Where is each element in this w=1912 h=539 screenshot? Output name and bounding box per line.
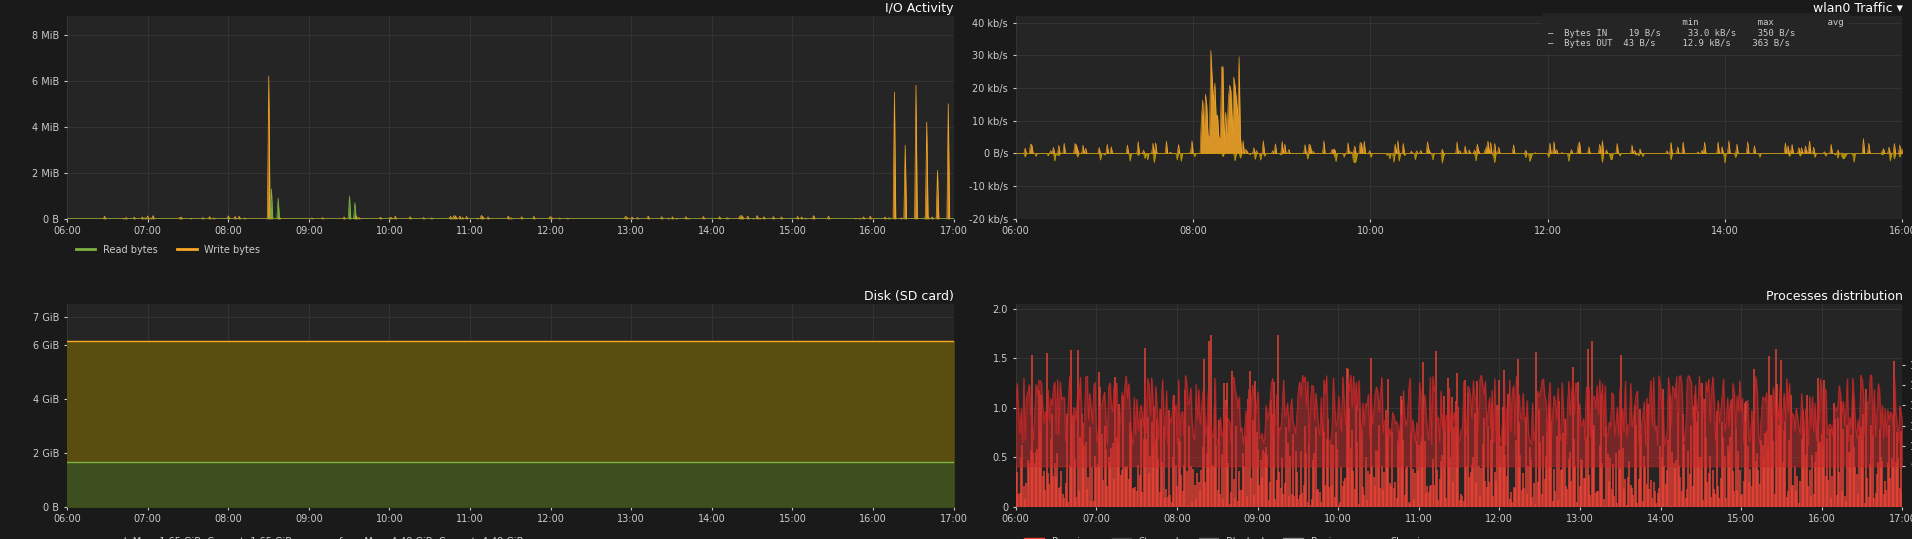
Text: wlan0 Traffic ▾: wlan0 Traffic ▾ bbox=[1813, 2, 1902, 15]
Text: Processes distribution: Processes distribution bbox=[1765, 290, 1902, 303]
Text: Disk (SD card): Disk (SD card) bbox=[864, 290, 954, 303]
Legend: Read bytes, Write bytes: Read bytes, Write bytes bbox=[73, 241, 264, 259]
Text: min           max          avg
—  Bytes IN    19 B/s     33.0 kB/s    350 B/s
— : min max avg — Bytes IN 19 B/s 33.0 kB/s … bbox=[1547, 18, 1843, 48]
Text: I/O Activity: I/O Activity bbox=[885, 2, 954, 15]
Legend: Running, Stopped, Blocked, Paging, Sleeping: Running, Stopped, Blocked, Paging, Sleep… bbox=[1021, 533, 1436, 539]
Legend: used  Max: 1.65 GiB  Current: 1.65 GiB, free  Max: 4.48 GiB  Current: 4.48 GiB: used Max: 1.65 GiB Current: 1.65 GiB, fr… bbox=[73, 533, 528, 539]
